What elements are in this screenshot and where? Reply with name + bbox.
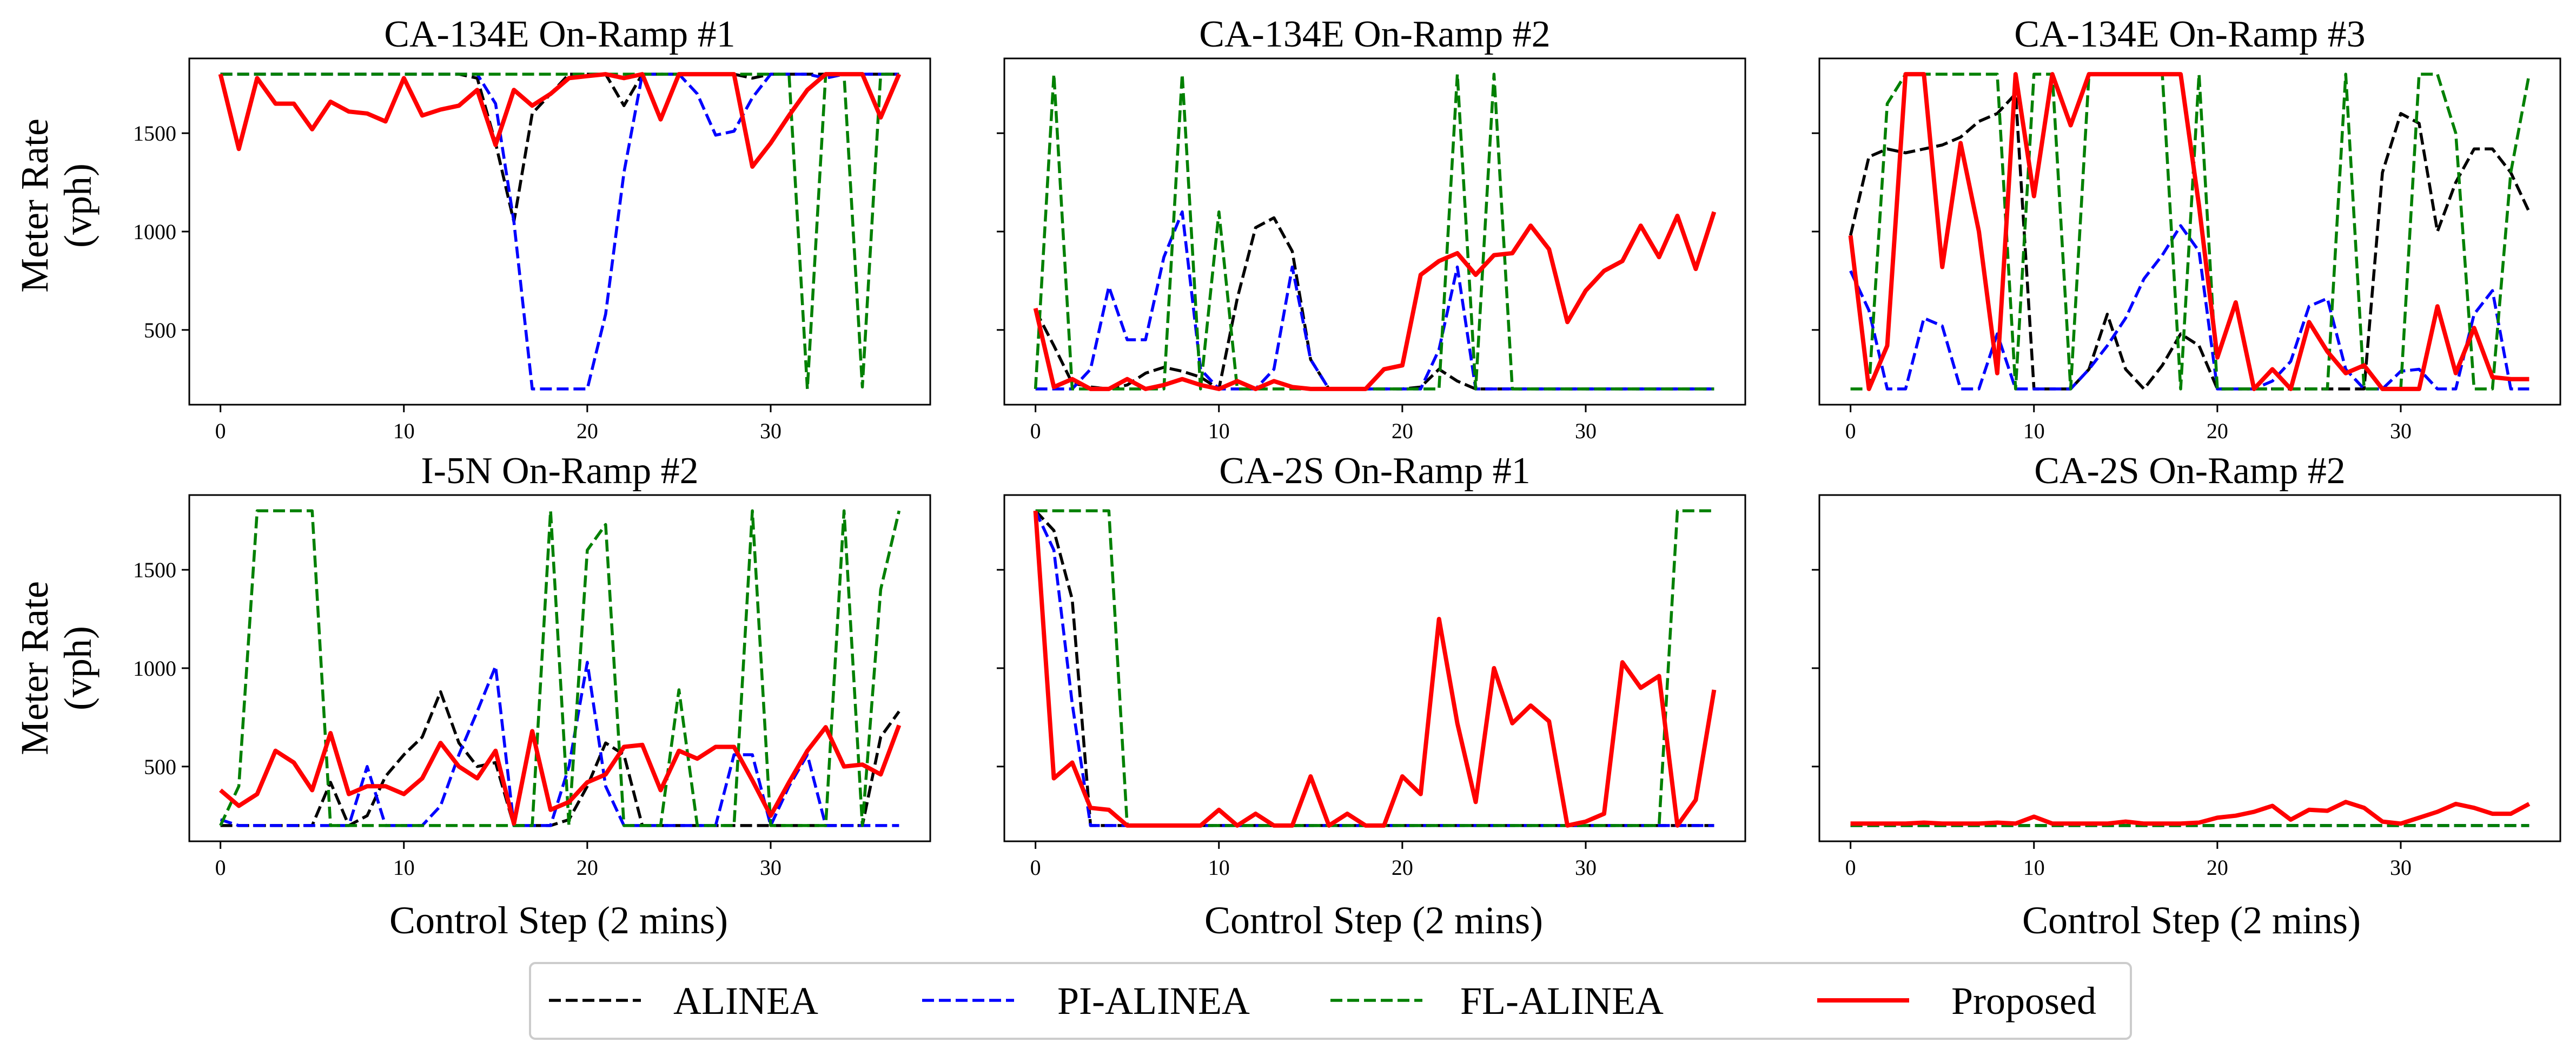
panel-1-title: CA-134E On-Ramp #1 [384, 14, 735, 55]
panel-3-frame [1818, 57, 2561, 406]
panel-6-title: CA-2S On-Ramp #2 [2034, 450, 2346, 492]
panel-2-series-alinea [1034, 216, 1714, 391]
panel-3-xtick-label: 10 [2023, 419, 2045, 443]
panel-1-xtick-label: 10 [393, 419, 415, 443]
x-axis-label-col3: Control Step (2 mins) [2022, 899, 2361, 942]
panel-6-xtick-label: 10 [2023, 855, 2045, 880]
panel-2-series-pi-alinea [1035, 210, 1714, 391]
panel-4-series-fl-alinea [219, 509, 901, 827]
panel-1-xtick-label: 0 [215, 419, 226, 443]
legend-label-alinea: ALINEA [673, 979, 818, 1023]
panel-3-xtick-label: 0 [1845, 419, 1856, 443]
panel-5-series-alinea [1034, 510, 1714, 827]
subplot-grid: CA-134E On-Ramp #10 10 20 3050010001500CA-1… [133, 14, 2561, 880]
panel-6-frame [1818, 494, 2561, 842]
panel-1-series-fl-alinea [220, 72, 899, 391]
panel-4-frame [188, 494, 931, 842]
panel-5-title: CA-2S On-Ramp #1 [1219, 450, 1531, 492]
panel-6-xtick-label: 0 [1845, 855, 1856, 880]
y-axis-label-bottom-line1: Meter Rate [13, 581, 56, 755]
panel-6-plot-area [1850, 800, 2531, 827]
legend-label-proposed: Proposed [1951, 979, 2096, 1023]
legend-label-fl-alinea: FL-ALINEA [1460, 979, 1664, 1023]
panel-3: CA-134E On-Ramp #3 0 10 20 30 [1812, 14, 2561, 443]
panel-2-xtick-label: 10 [1208, 419, 1230, 443]
panel-2-title: CA-134E On-Ramp #2 [1199, 14, 1550, 55]
panel-2-plot-area [1033, 72, 1717, 391]
panel-2: CA-134E On-Ramp #2 0 10 20 30 [997, 14, 1746, 443]
panel-6: CA-2S On-Ramp #2 0 10 20 30 [1812, 450, 2561, 880]
panel-5-series-proposed [1033, 510, 1717, 828]
panel-3-xtick-label: 30 [2390, 419, 2412, 443]
panel-5-xtick-label: 0 [1030, 855, 1041, 880]
panel-4: I-5N On-Ramp #2 0 10 20 30 500 1000 1500 [133, 450, 931, 880]
panel-4-plot-area [219, 509, 902, 827]
panel-4-xtick-label: 10 [393, 855, 415, 880]
panel-1-series-proposed [218, 72, 902, 169]
panel-4-series-pi-alinea [220, 661, 899, 827]
legend-entry-pi-alinea: PI-ALINEA [922, 979, 1250, 1023]
panel-1-ytick-label: 1000 [133, 220, 176, 244]
panel-1-plot-area [218, 72, 902, 391]
x-axis-label-col2: Control Step (2 mins) [1204, 899, 1543, 942]
panel-5: CA-2S On-Ramp #1 0 10 20 30 [997, 450, 1746, 880]
panel-2-frame [1003, 57, 1746, 406]
y-axis-label-top-line2: (vph) [56, 163, 100, 248]
panel-1: CA-134E On-Ramp #1 0 10 20 30 500 1000 1500 [133, 14, 931, 443]
panel-6-series-proposed [1850, 800, 2531, 826]
panel-3-series-fl-alinea [1850, 72, 2531, 391]
panel-4-xtick-label: 30 [760, 855, 782, 880]
panel-3-xtick-label: 20 [2207, 419, 2228, 443]
panel-5-xtick-label: 20 [1392, 855, 1413, 880]
panel-4-title: I-5N On-Ramp #2 [421, 450, 698, 492]
panel-5-series-fl-alinea [1035, 509, 1714, 827]
panel-1-series-pi-alinea [220, 72, 899, 391]
legend: ALINEA PI-ALINEA FL-ALINEA Proposed [529, 962, 2132, 1040]
panel-5-plot-area [1033, 509, 1717, 828]
panel-3-series-proposed [1848, 72, 2529, 391]
panel-1-xtick-label: 30 [760, 419, 782, 443]
panel-1-frame [188, 57, 931, 406]
panel-1-xtick-label: 20 [577, 419, 598, 443]
panel-4-series-proposed [219, 724, 902, 826]
panel-5-xtick-label: 10 [1208, 855, 1230, 880]
panel-4-ytick-label: 500 [144, 755, 176, 779]
panel-5-series-pi-alinea [1034, 510, 1714, 827]
y-axis-label-bottom-line2: (vph) [56, 626, 100, 710]
panel-2-series-proposed [1033, 211, 1717, 391]
panel-4-ytick-label: 1500 [133, 558, 176, 582]
panel-6-xtick-label: 30 [2390, 855, 2412, 880]
panel-4-xtick-label: 0 [215, 855, 226, 880]
panel-1-ytick-label: 1500 [133, 121, 176, 146]
panel-4-ytick-label: 1000 [133, 656, 176, 681]
panel-3-title: CA-134E On-Ramp #3 [2014, 14, 2365, 55]
legend-entry-alinea: ALINEA [549, 979, 818, 1023]
panel-1-ytick-label: 500 [144, 318, 176, 342]
panel-5-xtick-label: 30 [1575, 855, 1597, 880]
panel-2-xtick-label: 20 [1392, 419, 1413, 443]
y-axis-label-top-line1: Meter Rate [13, 118, 56, 293]
legend-entry-proposed: Proposed [1817, 979, 2096, 1023]
panel-3-plot-area [1848, 72, 2531, 391]
panel-6-xtick-label: 20 [2207, 855, 2228, 880]
legend-label-pi-alinea: PI-ALINEA [1057, 979, 1250, 1023]
x-axis-label-col1: Control Step (2 mins) [389, 899, 728, 942]
panel-2-xtick-label: 30 [1575, 419, 1597, 443]
panel-5-frame [1003, 494, 1746, 842]
panel-2-xtick-label: 0 [1030, 419, 1041, 443]
panel-2-series-fl-alinea [1034, 72, 1714, 391]
panel-4-xtick-label: 20 [577, 855, 598, 880]
legend-entry-fl-alinea: FL-ALINEA [1330, 979, 1664, 1023]
